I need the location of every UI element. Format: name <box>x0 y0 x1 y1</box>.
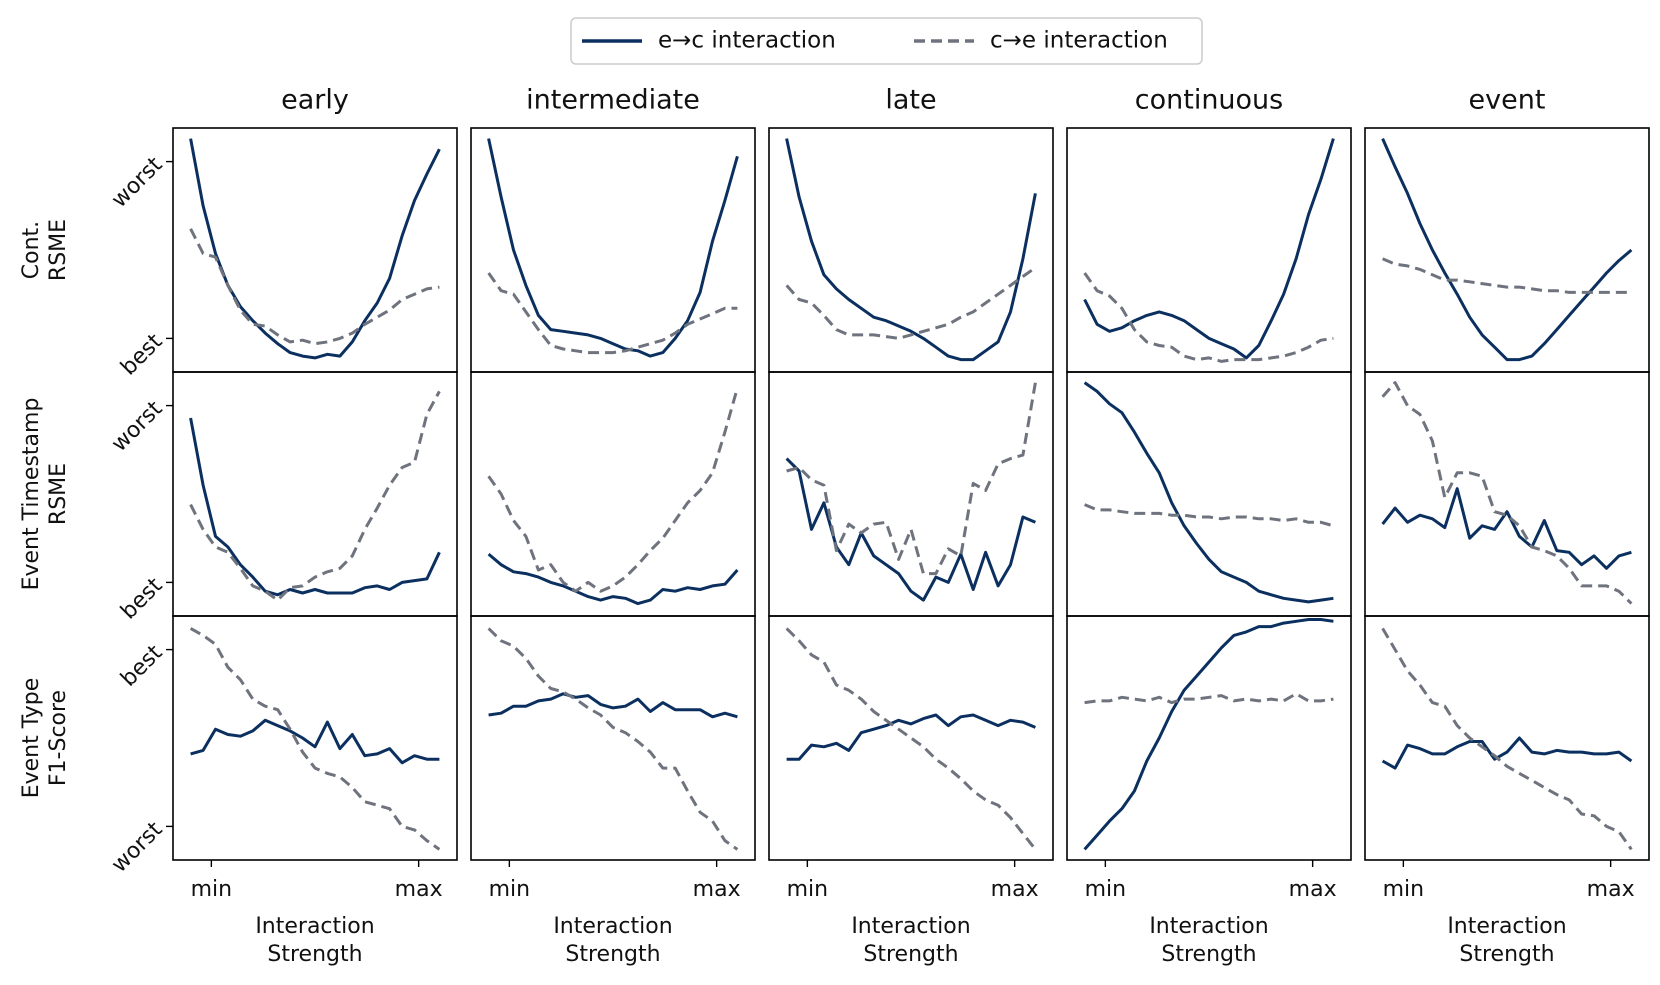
series-line <box>488 692 738 719</box>
y-tick-label: worst <box>107 152 168 213</box>
x-tick-label: max <box>1289 877 1337 902</box>
column-title: continuous <box>1135 85 1284 116</box>
series-line <box>786 382 1037 576</box>
axes-frame <box>470 371 756 617</box>
x-axis-label: Interaction <box>255 914 374 939</box>
column-title: late <box>885 85 936 116</box>
x-tick-label: min <box>191 877 233 902</box>
series-line <box>1084 692 1334 705</box>
series-line <box>190 718 440 765</box>
series-line <box>189 228 440 346</box>
series-line <box>1083 138 1335 360</box>
series-line <box>487 387 739 593</box>
series-line <box>1083 618 1334 851</box>
x-tick-label: max <box>693 877 741 902</box>
column-title: early <box>281 85 349 116</box>
series-line <box>189 627 441 851</box>
series-line <box>785 266 1037 340</box>
row-label: Cont. <box>19 221 44 279</box>
row-label: F1-Score <box>46 690 71 786</box>
series-line <box>1084 503 1334 528</box>
series-line <box>487 272 738 355</box>
column-title: intermediate <box>526 85 700 116</box>
series-line <box>785 627 1037 851</box>
axes-frame <box>1364 371 1650 617</box>
x-axis-label: Interaction <box>1149 914 1268 939</box>
series-line <box>487 552 739 606</box>
x-tick-label: max <box>991 877 1039 902</box>
series-line <box>1382 257 1632 294</box>
axes-frame <box>768 371 1054 617</box>
series-line <box>1083 272 1334 363</box>
axes-frame <box>1364 615 1650 861</box>
series-line <box>785 457 1036 602</box>
y-tick-label: worst <box>107 817 168 878</box>
legend-label: e→c interaction <box>658 28 836 54</box>
axes-frame <box>1066 615 1352 861</box>
x-tick-label: min <box>1383 877 1425 902</box>
y-tick-label: worst <box>107 396 168 457</box>
series-line <box>1381 137 1633 362</box>
x-axis-label: Interaction <box>1447 914 1566 939</box>
x-axis-label: Strength <box>1459 942 1554 967</box>
series-line <box>785 138 1037 362</box>
series-line <box>189 390 441 602</box>
y-tick-label: best <box>116 329 168 381</box>
row-label: RSME <box>46 219 71 281</box>
y-tick-label: best <box>116 573 168 625</box>
series-line <box>1381 627 1633 851</box>
x-axis-label: Strength <box>863 942 958 967</box>
x-axis-label: Interaction <box>553 914 672 939</box>
series-line <box>1083 381 1334 604</box>
series-line <box>189 417 441 597</box>
series-line <box>1381 381 1633 605</box>
series-line <box>189 138 441 360</box>
axes-frame <box>470 615 756 861</box>
series-line <box>487 627 739 851</box>
row-label: RSME <box>46 463 71 525</box>
x-axis-label: Interaction <box>851 914 970 939</box>
series-line <box>1381 736 1633 770</box>
row-label: Event Timestamp <box>19 398 44 591</box>
legend-box <box>570 17 1203 65</box>
y-tick-label: best <box>116 640 168 692</box>
row-label: Event Type <box>19 678 44 799</box>
series-line <box>1381 487 1632 570</box>
legend-label: c→e interaction <box>990 28 1168 54</box>
axes-frame <box>1066 371 1352 617</box>
series-line <box>786 713 1036 761</box>
x-tick-label: min <box>1085 877 1127 902</box>
x-tick-label: max <box>1587 877 1635 902</box>
x-axis-label: Strength <box>565 942 660 967</box>
x-tick-label: min <box>489 877 531 902</box>
series-line <box>487 138 739 358</box>
axes-frame <box>1364 127 1650 373</box>
axes-frame <box>1066 127 1352 373</box>
x-tick-label: max <box>395 877 443 902</box>
x-tick-label: min <box>787 877 829 902</box>
axes-frame <box>768 615 1054 861</box>
axes-frame <box>172 615 458 861</box>
x-axis-label: Strength <box>267 942 362 967</box>
column-title: event <box>1469 85 1546 116</box>
x-axis-label: Strength <box>1161 942 1256 967</box>
